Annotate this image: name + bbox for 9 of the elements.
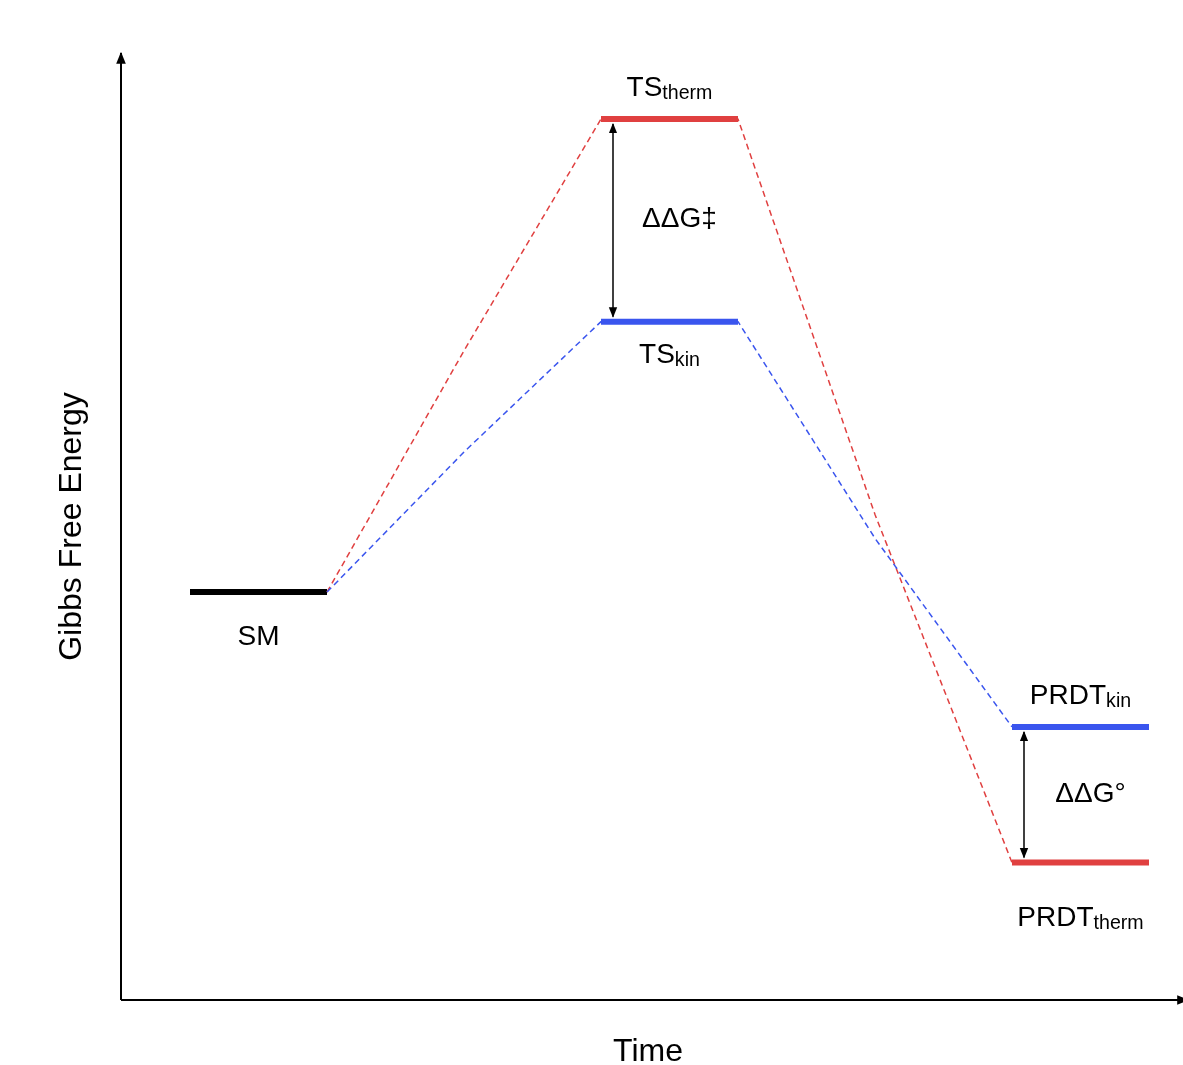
annotation: PRDT$_{therm}$ xyxy=(1017,900,1144,933)
annotation: SM xyxy=(237,620,280,652)
text: TS$_{therm}$ xyxy=(626,71,713,104)
x-axis-title: Time xyxy=(613,1032,683,1065)
annotation: ΔΔG‡ xyxy=(642,202,717,234)
annotation: TS$_{kin}$ xyxy=(639,338,700,370)
annotation: ΔΔG° xyxy=(1055,777,1126,809)
annotation: PRDT$_{kin}$ xyxy=(1029,679,1132,712)
y-axis-title: Gibbs Free Energy xyxy=(52,392,89,661)
